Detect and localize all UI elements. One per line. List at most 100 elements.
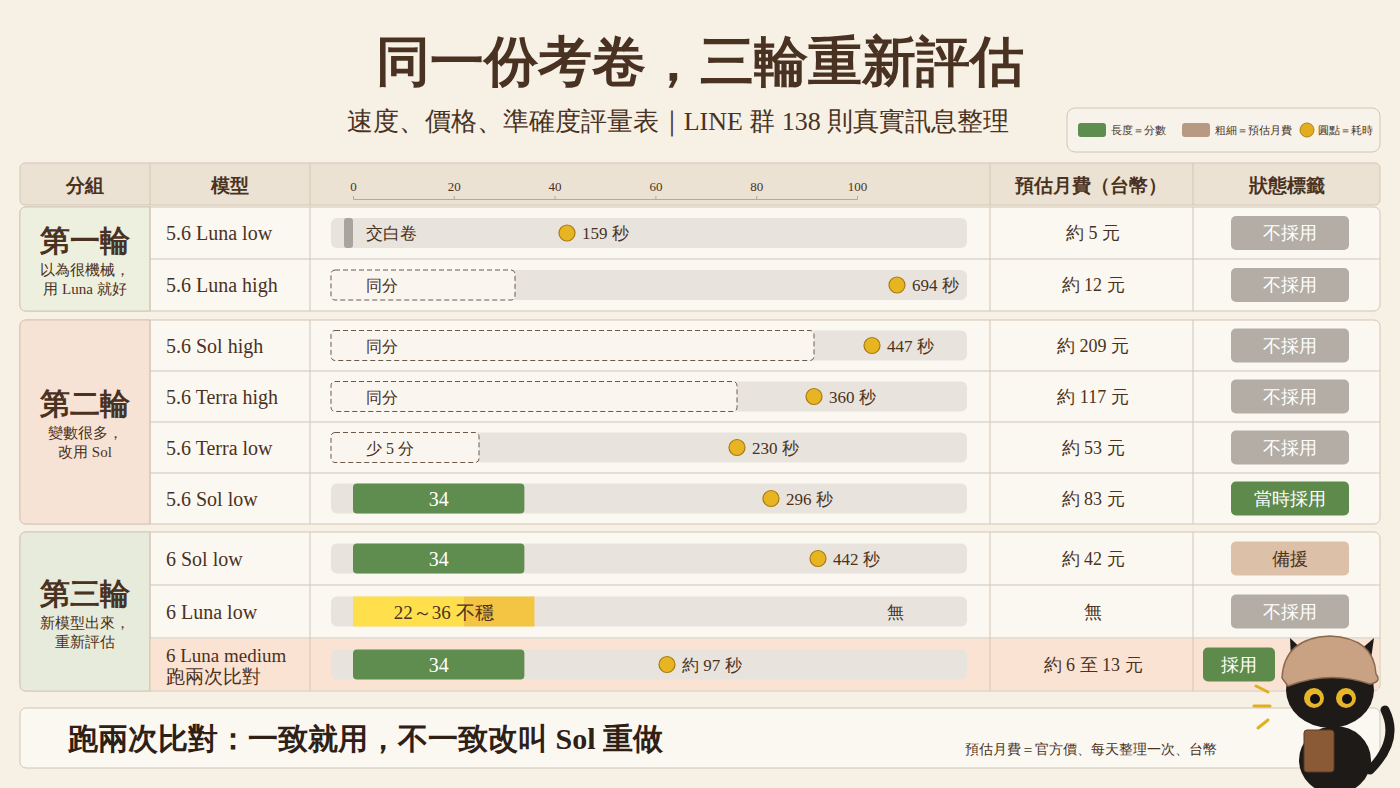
group-note: 新模型出來，重新評估 [40,615,130,650]
cost: 約 117 元 [1057,387,1128,407]
bar-track [331,433,967,463]
legend-label: 長度＝分數 [1111,124,1166,136]
time-label: 296 秒 [786,490,833,509]
column-divider [310,585,311,638]
column-divider [150,473,151,524]
cost: 無 [1084,602,1102,622]
cost: 約 12 元 [1062,275,1125,295]
status-badge [1231,482,1349,516]
column-header: 模型 [210,175,249,196]
legend: 長度＝分數 粗細＝預估月費 圓點＝耗時 [1067,108,1380,152]
group-cell [20,320,150,524]
time-label: 230 秒 [752,439,799,458]
status-badge [1231,595,1349,629]
bar-annotation: 同分 [366,389,398,406]
status-label: 當時採用 [1254,489,1326,509]
bar-track [331,544,967,574]
column-header: 預估月費（台幣） [1014,175,1167,196]
tick: 80 [750,179,763,199]
status-badge [1203,648,1275,682]
column-divider [310,532,311,585]
mascot-tail [1370,710,1390,770]
column-divider [1193,638,1194,691]
time-dot [810,551,826,567]
row-divider [150,638,1380,639]
cost: 約 53 元 [1062,438,1125,458]
column-divider [310,259,311,311]
cost: 約 209 元 [1057,336,1129,356]
status-badge [1231,431,1349,465]
column-divider [1193,473,1194,524]
bar-annotation: 交白卷 [366,224,417,243]
status-label: 不採用 [1263,275,1317,295]
model-name: 6 Luna medium跑兩次比對 [166,645,287,687]
column-divider [1193,259,1194,311]
tick: 100 [848,179,868,199]
tick: 40 [549,179,562,199]
tick-mark [655,196,656,199]
legend-label: 粗細＝預估月費 [1215,124,1292,136]
axis-line [354,196,858,200]
group-box [20,207,1380,311]
dashed-box [331,331,814,361]
group-cell [20,207,150,311]
header-row [20,163,1380,205]
column-divider [1193,532,1194,585]
column-divider [150,532,151,585]
cost: 約 83 元 [1062,489,1125,509]
column-divider [1193,371,1194,422]
legend-label: 圓點＝耗時 [1318,124,1373,136]
bar-annotation: 22～36 不穩 [394,602,494,623]
zero-cap [344,218,353,248]
tick: 60 [649,179,662,199]
group-cell [20,532,150,691]
texts: 第一輪以為很機械，用 Luna 就好5.6 Luna low交白卷159 秒約 … [39,216,1349,687]
bar-annotation: 同分 [366,277,398,294]
time-dot [763,491,779,507]
mascot-sparkle [1254,686,1270,728]
status-label: 採用 [1221,655,1257,675]
time-dot [864,338,880,354]
status-label: 不採用 [1263,387,1317,407]
score-bar [353,544,524,574]
time-label: 360 秒 [829,388,876,407]
time-dot [559,225,575,241]
mascot-eye [1336,688,1356,708]
mascot-pupil [1310,694,1320,704]
column-divider [990,585,991,638]
legend-box [1067,108,1380,152]
bar-track [331,331,967,361]
model-name: 5.6 Terra low [166,437,273,459]
mascot-pupil [1342,694,1352,704]
tick-label: 100 [848,179,868,194]
column-divider [150,259,151,311]
model-name: 5.6 Sol low [166,488,258,510]
time-dot [806,389,822,405]
time-label: 159 秒 [582,224,629,243]
score-bar [353,218,354,248]
group-title: 第一輪 [39,224,131,257]
model-name: 5.6 Luna high [166,274,278,297]
group-title: 第二輪 [39,387,131,420]
model-name: 6 Sol low [166,548,243,570]
model-name: 5.6 Luna low [166,222,273,244]
mascot [1254,636,1390,788]
table [20,207,1380,691]
column-divider [990,638,991,691]
row-divider [150,473,1380,474]
background [0,0,1400,788]
status-label: 不採用 [1263,336,1317,356]
dashed-box [331,382,737,412]
group-title: 第三輪 [39,577,131,610]
status-badge [1231,268,1349,302]
status-badge [1231,216,1349,250]
column-divider [990,207,991,259]
cost: 約 6 至 13 元 [1044,655,1143,675]
tick-mark [555,196,556,199]
legend-swatch [1182,123,1210,137]
column-divider [150,207,151,259]
group-box [20,532,1380,691]
column-divider [990,473,991,524]
tick-mark [454,196,455,199]
dashed-box [331,270,515,300]
